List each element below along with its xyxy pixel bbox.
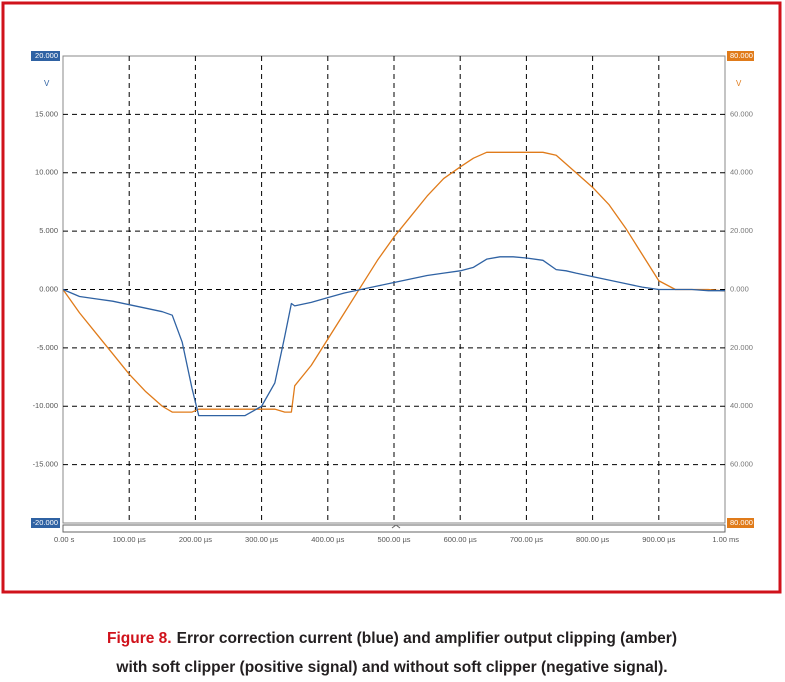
- scroll-thumb: [391, 524, 401, 529]
- y2-tick-box: [727, 51, 754, 61]
- data-line: [62, 151, 726, 413]
- y2-tick-label: 0.000: [730, 284, 749, 293]
- y2-tick-label: 60.000: [730, 109, 753, 118]
- y-unit: V: [44, 79, 50, 88]
- y-tick-label: 20.000: [35, 51, 58, 60]
- y-tick-label: -20.000: [33, 518, 58, 527]
- y-tick-label: 5.000: [39, 226, 58, 235]
- y2-tick-label: 20.000: [730, 226, 753, 235]
- caption-line: Figure 8. Error correction current (blue)…: [107, 630, 677, 647]
- y2-tick-label: 20.000: [730, 343, 753, 352]
- y-tick-label: 0.000: [39, 284, 58, 293]
- y2-tick-box: [727, 518, 754, 528]
- y-tick-label: 15.000: [35, 109, 58, 118]
- y2-tick-label: 80.000: [730, 518, 753, 527]
- scrollbar: [62, 524, 726, 533]
- y-tick-box: [31, 51, 60, 61]
- y-tick-label: -10.000: [33, 401, 58, 410]
- y-tick-label: -5.000: [37, 343, 58, 352]
- caption-label: Figure 8.: [107, 630, 172, 647]
- x-tick-label: 1.00 ms: [712, 535, 739, 544]
- x-tick-label: 100.00 µs: [113, 535, 146, 544]
- y2-tick-label: 60.000: [730, 460, 753, 469]
- x-tick-label: 300.00 µs: [245, 535, 278, 544]
- y-tick-label: 10.000: [35, 168, 58, 177]
- caption-text: Error correction current (blue) and ampl…: [177, 630, 677, 647]
- data-line: [62, 256, 725, 417]
- y-tick-label: -15.000: [33, 460, 58, 469]
- y2-unit: V: [736, 79, 742, 88]
- x-tick-label: 600.00 µs: [444, 535, 477, 544]
- x-tick-label: 700.00 µs: [510, 535, 543, 544]
- x-tick-label: 200.00 µs: [179, 535, 212, 544]
- x-tick-label: 800.00 µs: [576, 535, 609, 544]
- y2-tick-label: 80.000: [730, 51, 753, 60]
- caption-text: with soft clipper (positive signal) and …: [115, 659, 667, 676]
- y2-tick-label: 40.000: [730, 168, 753, 177]
- y-tick-box: [31, 518, 60, 528]
- x-tick-label: 0.00 s: [54, 535, 75, 544]
- x-tick-label: 400.00 µs: [311, 535, 344, 544]
- x-tick-label: 900.00 µs: [642, 535, 675, 544]
- x-tick-label: 500.00 µs: [377, 535, 410, 544]
- y2-tick-label: 40.000: [730, 401, 753, 410]
